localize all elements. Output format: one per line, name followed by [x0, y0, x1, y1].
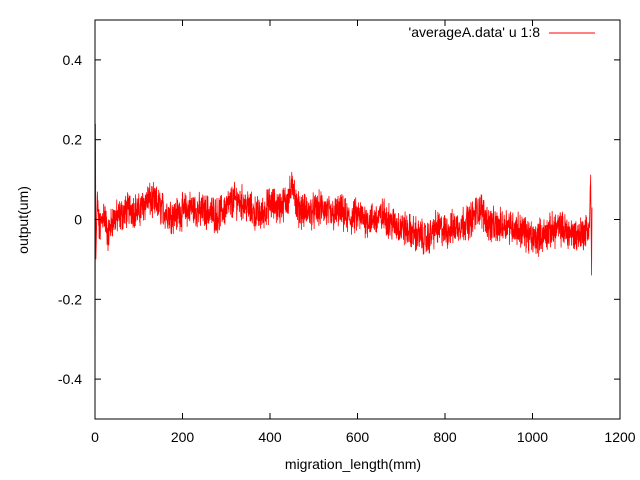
series-layer: [94, 123, 593, 420]
legend: 'averageA.data' u 1:8: [409, 24, 595, 40]
y-tick-label: -0.2: [58, 291, 82, 307]
x-axis-title: migration_length(mm): [285, 456, 421, 472]
y-tick-label: 0.2: [63, 132, 83, 148]
series-line: [94, 123, 593, 420]
y-tick-label: 0.4: [63, 52, 83, 68]
y-tick-label: 0: [74, 212, 82, 228]
y-axis: -0.4 -0.2 0 0.2 0.4: [58, 52, 620, 387]
x-tick-label: 1000: [517, 429, 548, 445]
x-tick-label: 0: [91, 429, 99, 445]
x-tick-label: 400: [258, 429, 282, 445]
x-tick-label: 600: [346, 429, 370, 445]
y-axis-title: output(um): [15, 186, 31, 254]
x-tick-label: 800: [433, 429, 457, 445]
legend-label: 'averageA.data' u 1:8: [409, 24, 541, 40]
x-tick-label: 200: [171, 429, 195, 445]
y-tick-label: -0.4: [58, 371, 82, 387]
x-tick-label: 1200: [604, 429, 635, 445]
x-axis: 0 200 400 600 800 1000 1200: [91, 20, 636, 445]
